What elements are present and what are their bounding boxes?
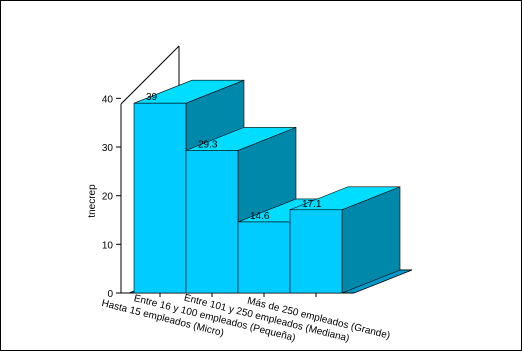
bar-front [289,209,343,294]
side-wall-edge [120,45,180,105]
bars [133,79,401,294]
bar-front [185,150,239,294]
bar-front [133,102,187,294]
data-labels: 39 29.3 14.6 17.1 [146,92,322,222]
x-axis-categories: Hasta 15 empleados (Micro)Entre 16 y 100… [100,293,391,345]
y-tick-label: 10 [102,240,114,251]
y-tick-label: 0 [107,289,113,300]
y-axis-label: tnecrep [87,184,98,218]
data-label: 14.6 [250,211,270,222]
y-tick-label: 30 [102,143,114,154]
bar [289,186,401,294]
y-tick-label: 40 [102,94,114,105]
data-label: 39 [146,92,158,103]
data-label: 17.1 [302,199,322,210]
y-tick-label: 20 [102,192,114,203]
bar-front [237,221,291,294]
data-label: 29.3 [198,139,218,150]
